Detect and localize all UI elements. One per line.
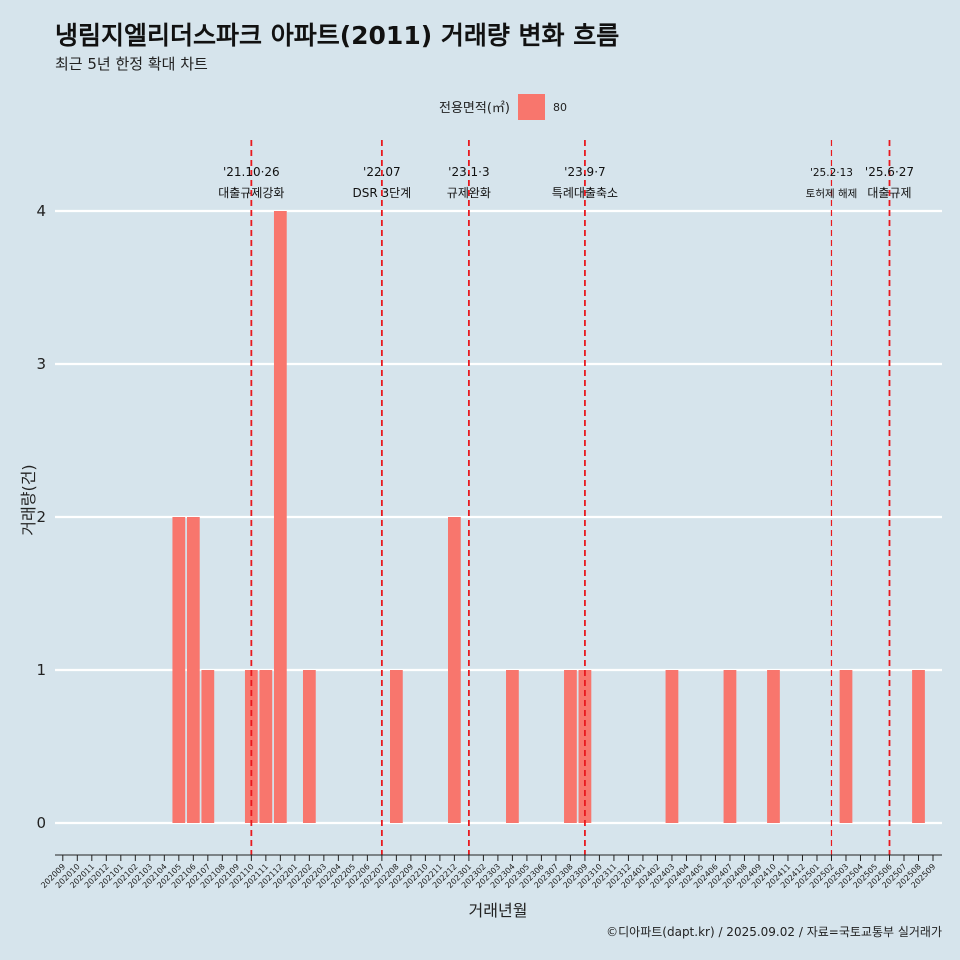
event-lines: [250, 140, 891, 855]
chart-title: 냉림지엘리더스파크 아파트(2011) 거래량 변화 흐름: [55, 21, 619, 50]
bars: [172, 211, 925, 823]
event-date-202506: '25.6·27: [865, 165, 914, 179]
x-axis-title: 거래년월: [469, 901, 528, 920]
y-tick-label: 3: [36, 355, 46, 373]
bar-202304: [506, 670, 519, 823]
bar-202208: [389, 670, 403, 823]
bar-202508: [912, 670, 925, 823]
bar-202403: [665, 670, 679, 823]
bar-202110: [244, 670, 258, 823]
caption: ©디아파트(dapt.kr) / 2025.09.02 / 자료=국토교통부 실…: [606, 925, 942, 939]
event-label-202309: 특례대출축소: [552, 186, 618, 200]
bar-202107: [201, 670, 215, 823]
bar-202308: [564, 670, 577, 823]
bar-202407: [723, 670, 737, 823]
y-tick-label: 0: [36, 814, 46, 832]
event-label-202502: 토허제 해제: [806, 187, 858, 200]
bar-202105: [172, 517, 186, 823]
bar-202202: [302, 670, 316, 823]
event-date-202207: '22.07: [363, 165, 401, 179]
y-tick-label: 1: [36, 661, 46, 679]
event-label-202301: 규제완화: [447, 186, 491, 200]
event-label-202506: 대출규제: [867, 186, 911, 200]
event-date-202309: '23.9·7: [564, 165, 605, 179]
bar-202309: [578, 670, 592, 823]
bar-202112: [273, 211, 287, 823]
bar-202111: [259, 670, 273, 823]
bar-202410: [767, 670, 780, 823]
y-axis-title: 거래량(건): [19, 464, 38, 535]
event-date-202110: '21.10·26: [223, 165, 280, 179]
event-date-202301: '23.1·3: [448, 165, 489, 179]
event-label-202110: 대출규제강화: [218, 186, 284, 200]
event-annotations: '21.10·26 대출규제강화 '22.07 DSR 3단계 '23.1·3 규제완화 '…: [218, 165, 914, 200]
event-label-202207: DSR 3단계: [353, 186, 412, 200]
event-date-202502: '25.2·13: [810, 167, 853, 179]
bar-202212: [448, 517, 461, 823]
y-tick-label: 2: [36, 508, 46, 526]
chart-subtitle: 최근 5년 한정 확대 차트: [55, 55, 208, 73]
legend-title: 전용면적(㎡): [439, 101, 510, 116]
legend-key-80: [518, 94, 545, 120]
y-axis: 0 1 2 3 4: [36, 202, 46, 832]
y-tick-label: 4: [36, 202, 46, 220]
legend-label-80: 80: [553, 101, 567, 114]
bar-202106: [186, 517, 200, 823]
bar-202503: [839, 670, 853, 823]
legend: 전용면적(㎡) 80: [439, 94, 567, 120]
